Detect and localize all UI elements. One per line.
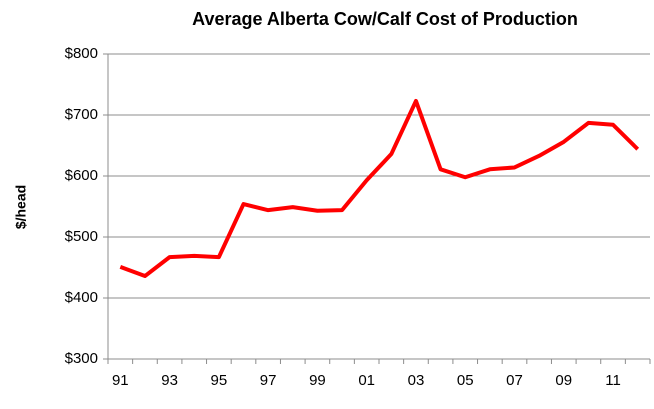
y-axis-label: $/head (13, 185, 29, 229)
x-tick-label: 97 (260, 372, 277, 389)
y-tick-label: $600 (65, 167, 98, 184)
x-tick-label: 03 (408, 372, 425, 389)
x-tick-label: 07 (506, 372, 523, 389)
x-tick-label: 93 (161, 372, 178, 389)
x-tick-label: 91 (112, 372, 129, 389)
x-tick-label: 95 (211, 372, 228, 389)
y-tick-label: $400 (65, 289, 98, 306)
y-tick-label: $300 (65, 350, 98, 367)
chart-title: Average Alberta Cow/Calf Cost of Product… (192, 9, 578, 29)
y-tick-label: $700 (65, 106, 98, 123)
x-tick-label: 11 (605, 372, 621, 389)
x-tick-label: 09 (555, 372, 572, 389)
x-tick-label: 05 (457, 372, 474, 389)
x-tick-label: 99 (309, 372, 326, 389)
y-tick-label: $500 (65, 228, 98, 245)
data-line (119, 98, 640, 279)
y-tick-label: $800 (65, 45, 98, 62)
x-tick-label: 01 (358, 372, 375, 389)
